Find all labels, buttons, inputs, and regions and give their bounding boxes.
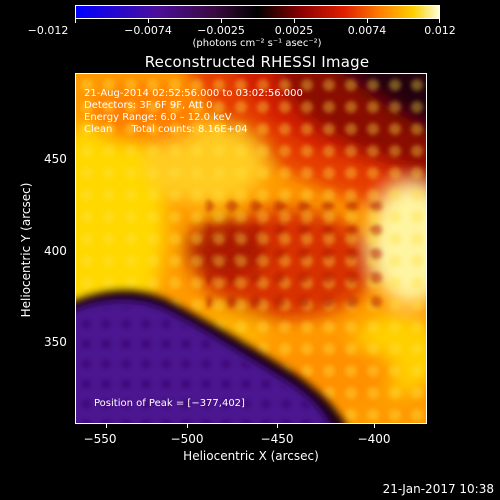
colorbar-label: −0.0025 [197,24,245,37]
colorbar-label: 0.0025 [274,24,314,37]
clean-counts-text: Clean Total counts: 8.16E+04 [84,124,248,135]
energy-range-text: Energy Range: 6.0 – 12.0 keV [84,112,232,123]
colorbar-tick [221,19,222,23]
colorbar-tick [148,19,149,23]
y-axis-label: 350 [44,335,67,349]
detectors-text: Detectors: 3F 6F 9F, Att 0 [84,100,213,111]
colorbar [75,5,440,19]
x-axis-label: −500 [170,432,204,446]
plot-title: Reconstructed RHESSI Image [144,53,370,71]
y-axis-label: 400 [44,244,67,258]
plot-date-stamp: 21‑Jan‑2017 10:38 [382,482,494,496]
x-axis-title: Heliocentric X (arcsec) [183,449,319,463]
x-axis-label: −550 [83,432,117,446]
peak-position-text: Position of Peak = [−377,402] [94,398,245,409]
colorbar-tick [367,19,368,23]
rhessi-image[interactable] [75,73,427,424]
colorbar-units: (photons cm⁻² s⁻¹ asec⁻²) [192,38,322,49]
colorbar-label: 0.0074 [347,24,387,37]
x-axis-tick [187,423,188,428]
colorbar-label: 0.012 [424,24,456,37]
x-axis-label: −450 [260,432,294,446]
x-axis-tick [374,423,375,428]
x-axis-tick [277,423,278,428]
time-range-text: 21‑Aug‑2014 02:52:56.000 to 03:02:56.000 [84,88,303,99]
x-axis-label: −400 [357,432,391,446]
x-axis-tick [106,423,107,428]
y-axis-label: 450 [44,152,67,166]
colorbar-label: −0.012 [27,24,69,37]
colorbar-label: −0.0074 [124,24,172,37]
colorbar-tick [75,19,76,23]
colorbar-tick [294,19,295,23]
colorbar-tick [439,19,440,23]
rhessi-image-canvas [76,74,426,423]
y-axis-title: Heliocentric Y (arcsec) [19,182,33,318]
